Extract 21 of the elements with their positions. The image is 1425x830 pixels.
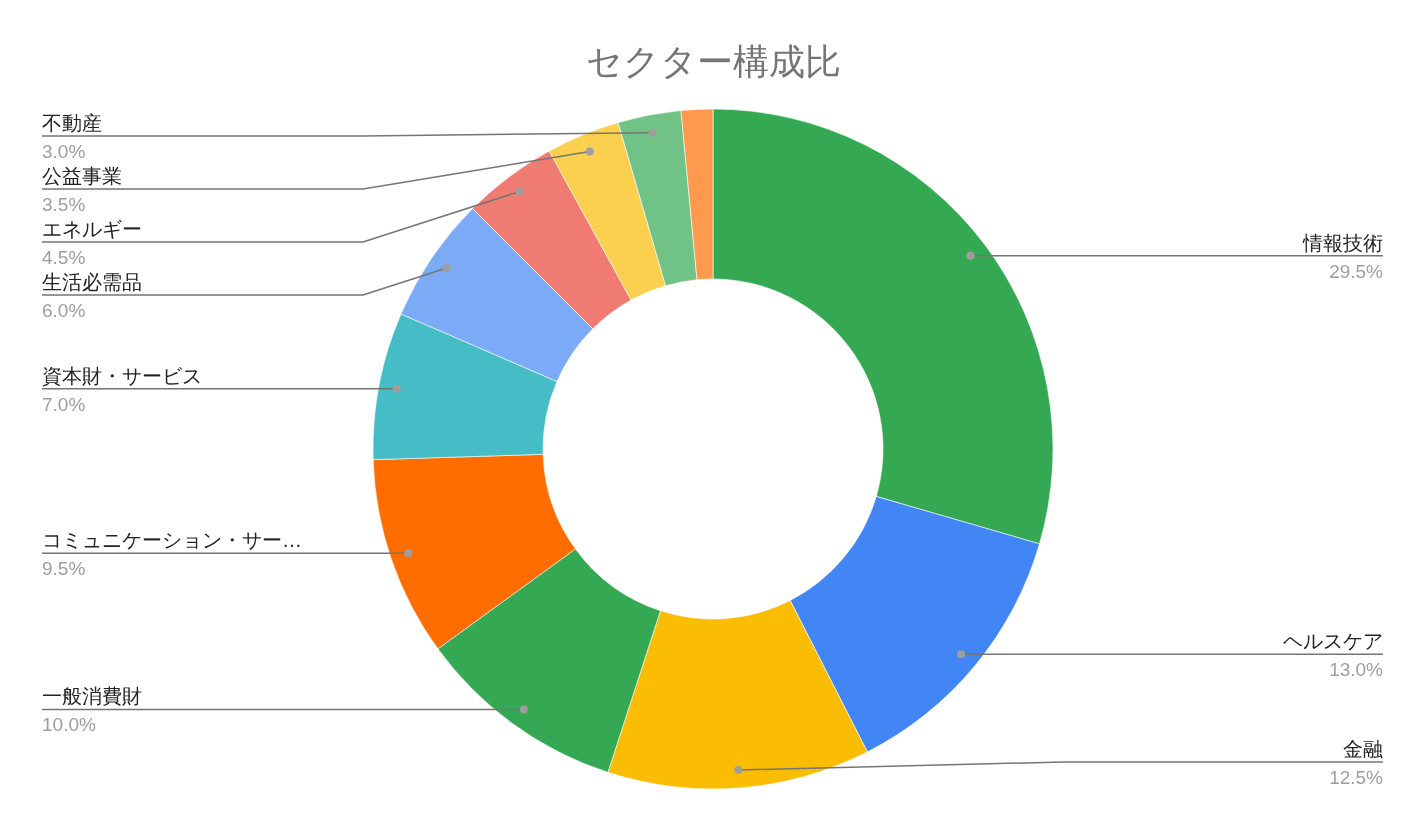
data-label: 13.0% [1329,659,1384,681]
slice-label: 情報技術 [1302,231,1383,254]
data-label: 4.5% [42,247,86,268]
slice-label: コミュニケーション・サー… [42,529,302,552]
slice-label: 資本財・サービス [42,364,202,387]
data-label: 6.0% [42,300,86,321]
data-label: 3.0% [42,141,86,162]
data-label: 3.5% [42,194,86,215]
data-label: 9.5% [42,558,86,580]
slice-label: 不動産 [42,112,102,134]
data-label: 12.5% [1329,767,1384,788]
data-label: 7.0% [42,393,86,415]
slice-label: ヘルスケア [1283,630,1383,653]
slice-label: エネルギー [42,218,142,240]
slice-label: 一般消費財 [42,685,142,708]
slice-label: 生活必需品 [42,271,142,293]
data-label: 10.0% [42,714,96,736]
data-label: 29.5% [1329,260,1384,282]
chart-title: セクター構成比 [585,41,841,82]
slice-label: 公益事業 [42,165,122,187]
slice-label: 金融 [1343,738,1383,760]
